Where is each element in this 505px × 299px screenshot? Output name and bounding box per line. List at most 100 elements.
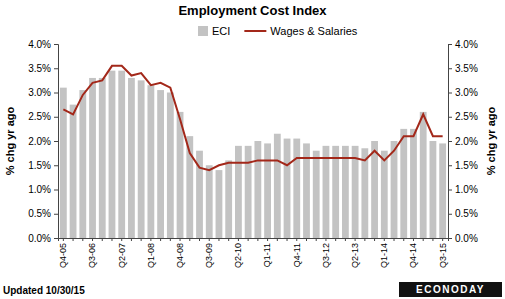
chart: Employment Cost IndexECIWages & Salaries… [0, 0, 505, 299]
tick: 2.0% [28, 136, 58, 147]
tick-label: 0.0% [28, 233, 51, 244]
tick-label: 3.0% [28, 87, 51, 98]
bar [313, 151, 320, 238]
tick-mark [248, 238, 249, 241]
bar [167, 93, 174, 239]
bar [293, 139, 300, 238]
legend-item: ECI [198, 25, 230, 37]
tick-label: Q3-09 [204, 243, 214, 268]
tick-mark [364, 238, 365, 241]
tick [199, 238, 200, 241]
bar [342, 146, 349, 238]
tick [345, 238, 346, 241]
axis: Q4-05Q3-06Q2-07Q1-08Q4-08Q3-09Q2-10Q1-11… [58, 238, 448, 268]
bar [138, 80, 145, 238]
tick: 2.5% [28, 111, 58, 122]
annotation: Updated 10/30/15 [3, 285, 85, 296]
tick: Q4-05 [58, 238, 68, 268]
tick-mark [121, 238, 122, 241]
bar [391, 141, 398, 238]
tick-mark [448, 93, 452, 94]
tick-mark [267, 238, 268, 241]
tick-mark [448, 214, 452, 215]
bar [147, 85, 154, 238]
tick-mark [111, 238, 112, 241]
tick: 1.5% [448, 160, 478, 171]
tick-label: Q4-05 [58, 243, 68, 268]
tick-mark [54, 68, 58, 69]
tick: Q2-13 [350, 238, 360, 268]
tick-mark [325, 238, 326, 241]
tick: 0.5% [28, 208, 58, 219]
tick-mark [63, 238, 64, 241]
tick-label: Q4-14 [408, 243, 418, 268]
plot-area [60, 66, 446, 238]
tick-mark [335, 238, 336, 241]
tick-label: 2.0% [28, 136, 51, 147]
tick-mark [170, 238, 171, 241]
tick: 4.0% [448, 39, 478, 50]
tick [82, 238, 83, 241]
tick-mark [141, 238, 142, 241]
tick: 3.0% [28, 87, 58, 98]
bar [128, 78, 135, 238]
tick-label: 2.5% [455, 111, 478, 122]
tick-mark [316, 238, 317, 241]
axis-title: % chg yr ago [4, 106, 16, 175]
tick: Q3-12 [321, 238, 331, 268]
tick: 1.5% [28, 160, 58, 171]
tick-mark [54, 141, 58, 142]
tick-mark [277, 238, 278, 241]
tick-mark [54, 93, 58, 94]
tick-label: 3.5% [28, 63, 51, 74]
tick-label: 1.0% [455, 184, 478, 195]
bar [99, 78, 106, 238]
bar [410, 129, 417, 238]
bar [245, 146, 252, 238]
tick-label: 1.0% [28, 184, 51, 195]
logo: ECONODAY [399, 282, 502, 297]
bar [264, 143, 271, 238]
tick-label: Q3-15 [438, 243, 448, 268]
tick [218, 238, 219, 241]
tick: Q4-08 [175, 238, 185, 268]
tick-label: Q4-11 [292, 243, 302, 267]
tick-mark [189, 238, 190, 241]
bar [225, 160, 232, 238]
tick: 4.0% [28, 39, 58, 50]
tick: 3.5% [28, 63, 58, 74]
tick [277, 238, 278, 241]
tick: 1.0% [28, 184, 58, 195]
tick-mark [296, 238, 297, 241]
tick [131, 238, 132, 241]
tick-label: 3.0% [455, 87, 478, 98]
tick-mark [102, 238, 103, 241]
tick-label: 4.0% [28, 39, 51, 50]
legend-swatch [198, 26, 208, 36]
tick-mark [218, 238, 219, 241]
tick: Q3-09 [204, 238, 214, 268]
tick-mark [394, 238, 395, 241]
tick: Q3-15 [438, 238, 448, 268]
tick-mark [228, 238, 229, 241]
tick-mark [82, 238, 83, 241]
title: Employment Cost Index [178, 3, 327, 18]
tick: Q2-07 [117, 238, 127, 268]
tick-mark [384, 238, 385, 241]
tick-mark [209, 238, 210, 241]
bar [400, 129, 407, 238]
tick-label: 0.5% [455, 208, 478, 219]
bar [381, 151, 388, 238]
tick-mark [413, 238, 414, 241]
tick [403, 238, 404, 241]
bar [235, 146, 242, 238]
bar [254, 141, 261, 238]
axis: 0.0%0.5%1.0%1.5%2.0%2.5%3.0%3.5%4.0% [448, 39, 478, 244]
bar [216, 170, 223, 238]
tick: 0.5% [448, 208, 478, 219]
tick-mark [160, 238, 161, 241]
tick-mark [432, 238, 433, 241]
tick-mark [131, 238, 132, 241]
tick-mark [73, 238, 74, 241]
tick [287, 238, 288, 241]
